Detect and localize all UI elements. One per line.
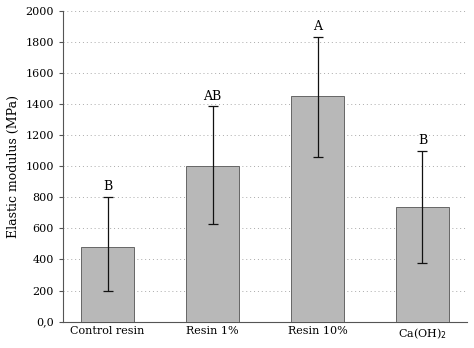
Text: B: B	[418, 134, 427, 147]
Bar	[82, 247, 134, 322]
Bar	[186, 166, 239, 322]
Text: AB: AB	[203, 89, 222, 103]
Text: A: A	[313, 20, 322, 33]
Y-axis label: Elastic modulus (MPa): Elastic modulus (MPa)	[7, 95, 20, 238]
Bar	[292, 96, 344, 322]
Text: B: B	[103, 181, 112, 193]
Bar	[396, 207, 449, 322]
